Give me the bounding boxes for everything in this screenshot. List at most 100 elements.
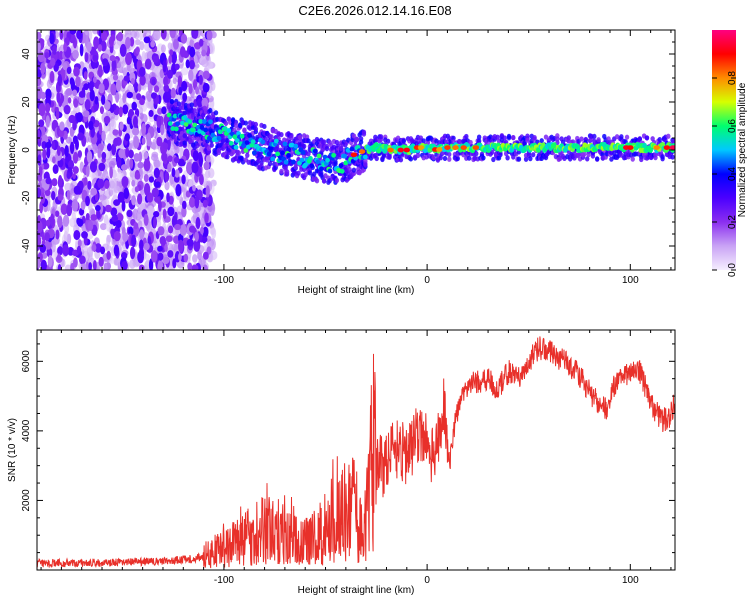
heatmap-cell — [172, 113, 178, 119]
heatmap-cell — [170, 87, 176, 99]
heatmap-cell — [77, 132, 85, 141]
heatmap-cell — [109, 180, 116, 189]
heatmap-cell — [90, 187, 98, 196]
heatmap-cell — [216, 149, 222, 156]
heatmap-cell — [46, 146, 51, 159]
heatmap-cell — [117, 31, 124, 42]
heatmap-cell — [192, 66, 198, 77]
heatmap-cell — [99, 106, 105, 115]
heatmap-cell — [157, 107, 163, 115]
heatmap-cell — [55, 229, 60, 240]
heatmap-cell — [133, 135, 140, 149]
heatmap-cell — [358, 149, 366, 155]
heatmap-cell — [204, 212, 209, 224]
heatmap-cell — [80, 200, 86, 211]
heatmap-cell — [177, 75, 183, 88]
heatmap-cell — [51, 190, 56, 201]
heatmap-cell — [69, 141, 75, 154]
heatmap-cell — [472, 145, 480, 151]
heatmap-cell — [188, 179, 193, 188]
heatmap-cell — [342, 153, 348, 159]
heatmap-cell — [66, 189, 71, 200]
heatmap-cell — [169, 30, 176, 39]
heatmap-cell — [69, 30, 77, 35]
heatmap-cell — [201, 236, 208, 243]
spectrogram-y-label: Frequency (Hz) — [7, 116, 18, 185]
heatmap-cell — [147, 205, 154, 214]
heatmap-cell — [351, 167, 357, 173]
heatmap-cell — [110, 118, 117, 131]
heatmap-cell — [137, 220, 143, 229]
heatmap-cell — [180, 120, 185, 126]
heatmap-cell — [279, 168, 284, 174]
heatmap-cell — [49, 32, 55, 45]
heatmap-cell — [543, 134, 549, 140]
heatmap-cell — [464, 133, 469, 140]
heatmap-cell — [109, 55, 116, 62]
heatmap-cell — [167, 225, 174, 234]
heatmap-cell — [234, 138, 240, 143]
heatmap-cell — [174, 63, 180, 70]
heatmap-cell — [76, 30, 83, 40]
heatmap-cell — [354, 136, 360, 143]
heatmap-cell — [125, 36, 131, 49]
heatmap-cell — [648, 147, 654, 153]
heatmap-cell — [489, 149, 495, 155]
heatmap-cell — [260, 139, 266, 145]
heatmap-cell — [72, 120, 77, 131]
heatmap-cell — [76, 245, 82, 254]
heatmap-cell — [69, 77, 75, 86]
heatmap-cell — [237, 123, 243, 129]
heatmap-cell — [73, 135, 78, 142]
heatmap-cell — [167, 121, 173, 126]
heatmap-cell — [185, 190, 191, 198]
heatmap-cell — [98, 194, 107, 201]
colorbar-ticks: 0.0 0.2 0.4 0.6 0.8 — [712, 71, 738, 277]
heatmap-cell — [106, 143, 112, 152]
heatmap-cell — [44, 232, 50, 242]
heatmap-cell — [324, 146, 330, 152]
heatmap-cell — [70, 262, 75, 270]
heatmap-cell — [46, 247, 53, 258]
heatmap-cell — [189, 59, 195, 70]
heatmap-cell — [143, 158, 151, 172]
heatmap-cell — [233, 144, 239, 150]
heatmap-cell — [173, 126, 179, 132]
heatmap-cell — [121, 260, 128, 270]
heatmap-cell — [200, 59, 209, 68]
heatmap-cell — [143, 173, 149, 183]
heatmap-cell — [87, 180, 92, 190]
heatmap-cell — [119, 121, 124, 131]
heatmap-cell — [387, 147, 394, 153]
heatmap-cell — [106, 250, 111, 260]
heatmap-cell — [139, 41, 145, 51]
spectrogram-panel: -100 0 100 -40 -20 0 20 40 Height of straight … — [7, 29, 676, 296]
heatmap-cell — [125, 147, 130, 158]
heatmap-cell — [73, 66, 80, 77]
heatmap-cell — [73, 98, 79, 108]
heatmap-cell — [148, 176, 155, 183]
heatmap-cell — [85, 261, 90, 270]
heatmap-cell — [84, 99, 91, 111]
heatmap-cell — [73, 185, 81, 195]
heatmap-cell — [191, 127, 196, 133]
heatmap-cell — [343, 160, 349, 166]
heatmap-cell — [137, 161, 144, 169]
heatmap-cell — [201, 49, 207, 57]
heatmap-cell — [37, 187, 42, 199]
heatmap-cell — [59, 30, 64, 40]
heatmap-cell — [37, 129, 41, 142]
heatmap-cell — [88, 262, 92, 270]
heatmap-cell — [447, 156, 452, 162]
heatmap-cell — [321, 178, 327, 184]
heatmap-cell — [511, 135, 516, 141]
heatmap-cell — [164, 181, 170, 191]
heatmap-cell — [250, 139, 256, 145]
heatmap-cell — [291, 159, 296, 165]
heatmap-cell — [444, 145, 451, 151]
heatmap-cell — [442, 155, 448, 162]
heatmap-cell — [101, 130, 106, 142]
heatmap-cell — [100, 246, 106, 255]
heatmap-cell — [172, 77, 177, 85]
heatmap-cell — [300, 150, 306, 155]
